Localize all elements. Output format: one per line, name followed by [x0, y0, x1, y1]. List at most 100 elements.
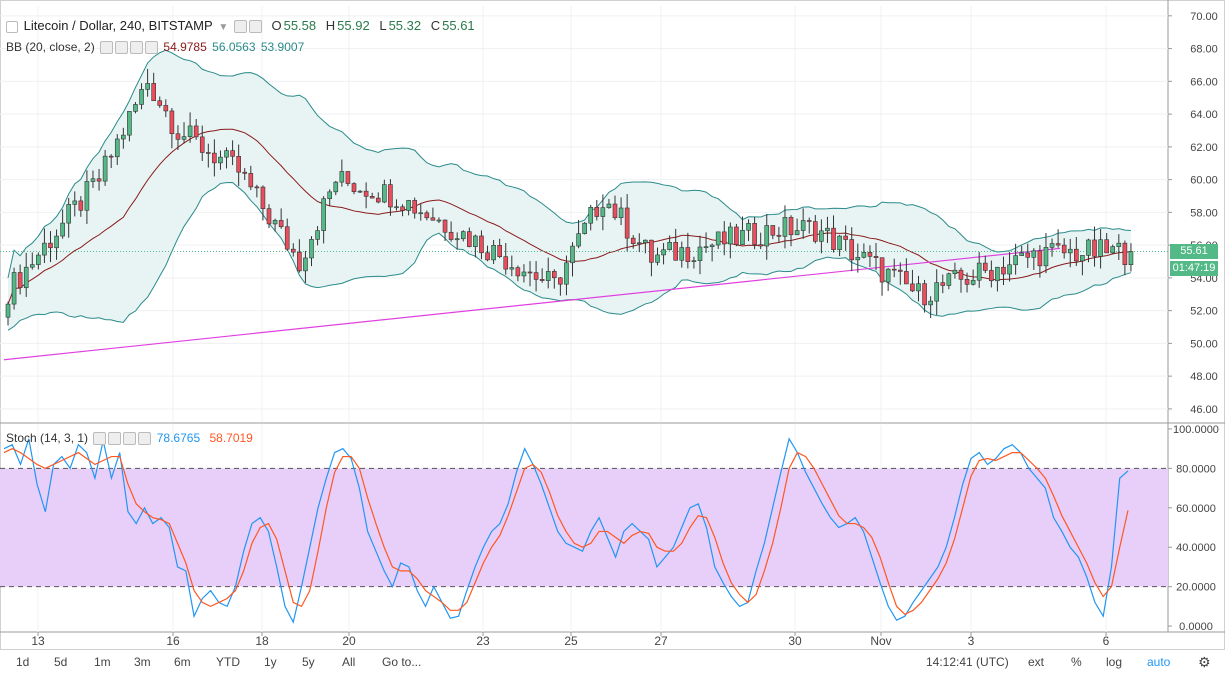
chevron-down-icon[interactable]: ▼ — [218, 22, 229, 33]
candle — [989, 270, 994, 282]
bb-upper-line — [7, 49, 1131, 278]
candle — [831, 227, 836, 250]
candle — [752, 223, 757, 245]
candle — [54, 235, 59, 249]
candle — [218, 156, 223, 164]
candle — [199, 136, 205, 153]
candle — [545, 271, 551, 281]
candle — [861, 252, 867, 258]
candle — [236, 156, 241, 173]
range-1y[interactable]: 1y — [264, 655, 277, 669]
stoch-tick-label: 40.0000 — [1176, 542, 1216, 554]
candle — [879, 257, 885, 283]
stoch-tick-label: 80.0000 — [1176, 463, 1216, 475]
close-value: 55.61 — [442, 18, 475, 33]
candle — [327, 191, 333, 200]
close-icon[interactable] — [145, 41, 159, 55]
range-1m[interactable]: 1m — [94, 655, 111, 669]
candle — [576, 233, 581, 247]
candle — [473, 235, 478, 247]
settings-icon[interactable] — [115, 41, 129, 55]
candle — [254, 186, 260, 189]
utc-clock[interactable]: 14:12:41 (UTC) — [926, 655, 1009, 669]
settings-icon[interactable] — [248, 20, 262, 34]
candle — [740, 229, 745, 245]
candle — [272, 220, 278, 225]
candle — [964, 279, 970, 285]
candle — [284, 226, 290, 250]
candle — [697, 246, 703, 261]
log-toggle[interactable]: log — [1106, 655, 1123, 669]
range-5d[interactable]: 5d — [54, 655, 68, 669]
candle — [922, 283, 927, 306]
candle — [636, 242, 642, 245]
time-tick-label: 6 — [1103, 634, 1110, 648]
candle — [746, 223, 751, 231]
candle — [806, 220, 812, 222]
candle — [1116, 242, 1122, 247]
symbol-title[interactable]: Litecoin / Dollar, 240, BITSTAMP — [23, 18, 213, 33]
eye-icon[interactable] — [100, 41, 114, 55]
candle — [521, 271, 527, 277]
low-label: L — [379, 18, 387, 33]
candle — [940, 282, 946, 286]
close-icon[interactable] — [138, 432, 152, 446]
candle — [1007, 264, 1012, 275]
high-value: 55.92 — [337, 18, 370, 33]
range-1d[interactable]: 1d — [16, 655, 30, 669]
gear-icon[interactable]: ⚙ — [1198, 654, 1211, 670]
candle — [1122, 242, 1128, 265]
candle — [436, 219, 442, 222]
candle — [157, 100, 163, 106]
candle — [800, 220, 806, 231]
add-icon[interactable] — [130, 41, 144, 55]
range-all[interactable]: All — [342, 655, 356, 669]
close-label: C — [430, 18, 441, 33]
stoch-k-value: 78.6765 — [156, 431, 201, 445]
candle — [976, 262, 982, 281]
settings-icon[interactable] — [108, 432, 122, 446]
candle — [855, 256, 861, 261]
candle — [96, 178, 102, 182]
candle — [600, 207, 606, 217]
candle — [916, 283, 921, 292]
collapse-icon[interactable] — [6, 20, 18, 33]
candle — [309, 239, 314, 259]
low-value: 55.32 — [388, 18, 422, 33]
percent-toggle[interactable]: % — [1071, 655, 1082, 669]
candle — [649, 239, 654, 263]
candle — [1013, 255, 1018, 266]
candle — [910, 283, 915, 292]
candle — [813, 221, 818, 242]
range-ytd[interactable]: YTD — [216, 655, 240, 669]
range-6m[interactable]: 6m — [174, 655, 191, 669]
bb-label[interactable]: BB (20, close, 2) — [6, 40, 95, 54]
candle — [363, 190, 369, 197]
candle — [624, 207, 630, 239]
candle — [345, 171, 351, 184]
eye-icon[interactable] — [233, 20, 247, 34]
price-tick-label: 52.00 — [1190, 306, 1218, 318]
stoch-k-line — [3, 437, 1129, 624]
auto-toggle[interactable]: auto — [1147, 655, 1171, 669]
open-value: 55.58 — [283, 18, 317, 33]
candle — [169, 110, 175, 135]
candle — [394, 206, 399, 209]
candle — [84, 181, 90, 211]
candle — [982, 262, 988, 271]
candle — [139, 89, 144, 105]
range-3m[interactable]: 3m — [134, 655, 151, 669]
bb-fill — [8, 50, 1131, 331]
add-icon[interactable] — [123, 432, 137, 446]
candle — [145, 83, 150, 90]
bb-lower-value: 53.9007 — [260, 40, 305, 54]
chart-canvas[interactable]: 46.0048.0050.0052.0054.0056.0058.0060.00… — [0, 0, 1225, 650]
goto-button[interactable]: Go to... — [382, 655, 422, 669]
candle — [533, 272, 539, 280]
ext-toggle[interactable]: ext — [1028, 655, 1045, 669]
candle — [193, 125, 199, 138]
eye-icon[interactable] — [93, 432, 107, 446]
candle — [48, 242, 53, 249]
range-5y[interactable]: 5y — [302, 655, 315, 669]
stoch-label[interactable]: Stoch (14, 3, 1) — [6, 431, 89, 445]
